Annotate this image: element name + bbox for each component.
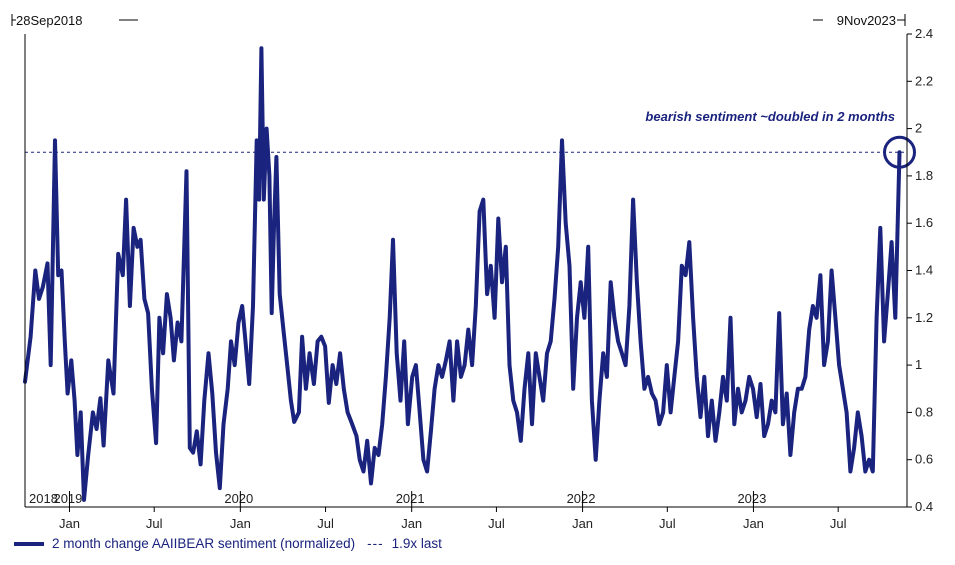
y-tick-label: 2 xyxy=(915,121,922,136)
y-axis: 0.4 0.6 0.8 1 1.2 1.4 1.6 1.8 2 2.2 2.4 xyxy=(907,26,933,514)
y-tick-label: 2.4 xyxy=(915,26,933,41)
y-tick-label: 1.6 xyxy=(915,215,933,230)
y-tick-label: 1.2 xyxy=(915,310,933,325)
legend-series-label: 2 month change AAIIBEAR sentiment (norma… xyxy=(52,536,356,551)
end-date-label: 9Nov2023 xyxy=(837,13,896,28)
legend: 2 month change AAIIBEAR sentiment (norma… xyxy=(14,536,442,551)
legend-series-swatch xyxy=(14,541,44,546)
y-tick-label: 2.2 xyxy=(915,73,933,88)
start-date-label: 28Sep2018 xyxy=(16,13,83,28)
y-tick-label: 1 xyxy=(915,357,922,372)
x-tick-label: Jul xyxy=(146,516,163,531)
legend-ref-label: 1.9x last xyxy=(391,536,442,551)
year-label: 2023 xyxy=(737,491,766,506)
x-tick-label: Jul xyxy=(488,516,505,531)
legend-ref-swatch: --- xyxy=(367,536,384,551)
annotation-text: bearish sentiment ~doubled in 2 months xyxy=(645,109,895,124)
x-tick-label: Jan xyxy=(401,516,422,531)
year-label: 2018 xyxy=(29,491,58,506)
year-label: 2022 xyxy=(567,491,596,506)
y-tick-label: 0.4 xyxy=(915,499,933,514)
date-range: 28Sep2018 9Nov2023 xyxy=(11,13,906,28)
year-label: 2019 xyxy=(53,491,82,506)
y-tick-label: 1.4 xyxy=(915,263,933,278)
x-tick-label: Jan xyxy=(59,516,80,531)
x-tick-label: Jul xyxy=(317,516,334,531)
y-tick-label: 0.6 xyxy=(915,452,933,467)
last-value-circle xyxy=(883,135,917,169)
year-label: 2020 xyxy=(224,491,253,506)
series-line xyxy=(23,46,902,502)
x-tick-label: Jan xyxy=(743,516,764,531)
x-tick-label: Jan xyxy=(572,516,593,531)
y-tick-label: 0.8 xyxy=(915,404,933,419)
x-tick-label: Jul xyxy=(659,516,676,531)
x-tick-label: Jan xyxy=(230,516,251,531)
year-label: 2021 xyxy=(396,491,425,506)
x-axis: Jan Jul Jan Jul Jan Jul Jan Jul Jan Jul xyxy=(59,507,847,531)
x-tick-label: Jul xyxy=(830,516,847,531)
y-tick-label: 1.8 xyxy=(915,168,933,183)
